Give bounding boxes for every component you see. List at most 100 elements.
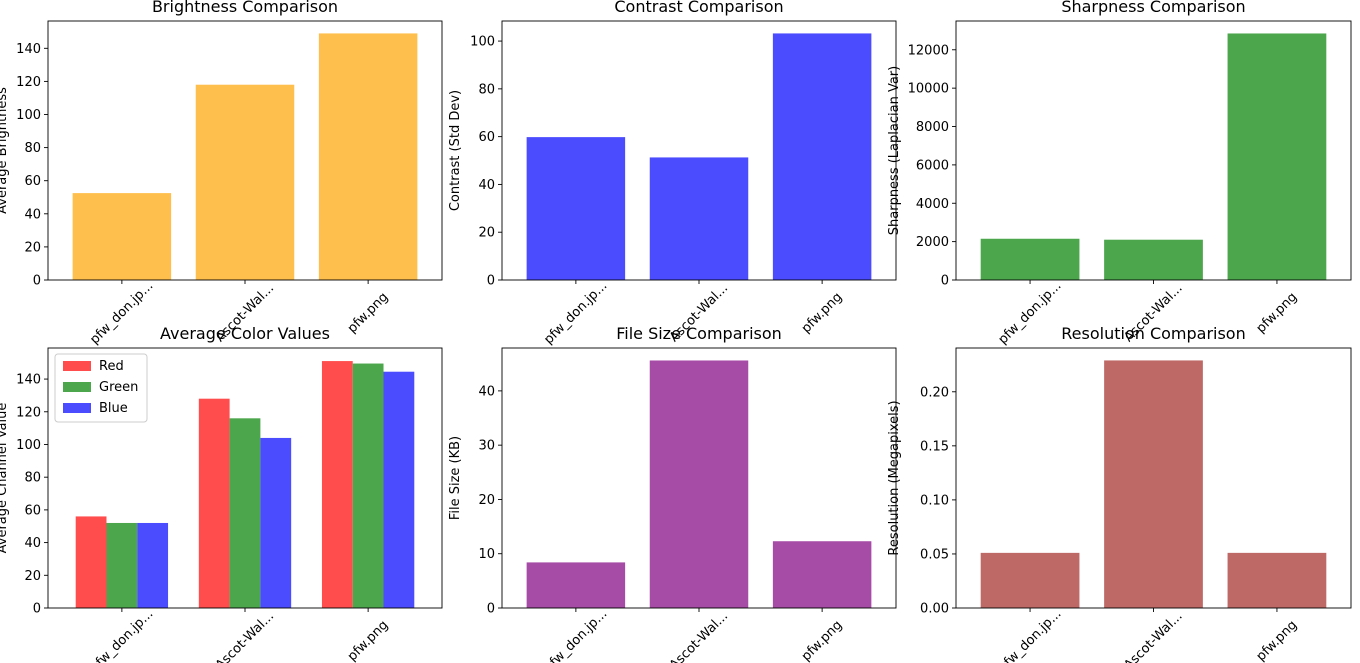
y-tick-label: 12000: [908, 43, 949, 58]
y-tick-label: 80: [24, 141, 41, 156]
bar-blue-1: [137, 522, 169, 608]
bar-2: [1104, 239, 1203, 280]
x-tick-label: Ascot-Wal...: [667, 609, 731, 663]
x-tick-label: pfw_don.jp...: [541, 279, 610, 348]
bar-3: [772, 541, 872, 608]
bar-1: [980, 552, 1080, 608]
y-tick-label: 20: [478, 226, 495, 241]
x-tick-label: pfw.png: [799, 290, 846, 337]
x-tick-label: pfw_don.jp...: [996, 607, 1065, 663]
bar-2: [1104, 360, 1203, 608]
x-tick-label: pfw.png: [345, 290, 392, 337]
y-tick-label: 0: [487, 274, 495, 289]
y-tick-label: 4000: [916, 197, 949, 212]
chart-title: Resolution Comparison: [1061, 324, 1245, 343]
y-tick-label: 60: [24, 503, 41, 518]
y-tick-label: 40: [478, 178, 495, 193]
y-tick-label: 8000: [916, 120, 949, 135]
y-axis-label: Sharpness (Laplacian Var): [887, 66, 902, 235]
chart-title: Sharpness Comparison: [1061, 0, 1245, 16]
legend-label: Green: [99, 380, 138, 395]
subplot-5: 0 10 20 30 40 pfw_don.jp... Ascot-Wal... pfw.pn…: [448, 324, 897, 663]
x-tick-label: Ascot-Wal...: [213, 609, 277, 663]
y-tick-label: 10000: [908, 82, 949, 97]
legend-label: Red: [99, 359, 124, 374]
bar-3: [1227, 33, 1327, 281]
bar-blue-2: [260, 437, 292, 608]
x-tick-label: pfw_don.jp...: [87, 607, 156, 663]
bar-2: [649, 157, 749, 280]
y-tick-label: 30: [478, 439, 495, 454]
x-tick-label: pfw_don.jp...: [541, 607, 610, 663]
bar-2: [649, 360, 749, 608]
y-tick-label: 0.15: [920, 439, 949, 454]
y-axis-label: Resolution (Megapixels): [887, 400, 902, 555]
bar-1: [72, 193, 172, 280]
y-tick-label: 100: [16, 438, 41, 453]
y-tick-label: 100: [16, 108, 41, 123]
y-tick-label: 10: [478, 547, 495, 562]
y-tick-label: 120: [16, 75, 41, 90]
subplot-6: 0.00 0.05 0.10 0.15 0.20 pfw_don.jp... Ascot-W…: [887, 324, 1352, 663]
x-tick-label: pfw.png: [345, 618, 392, 663]
y-tick-label: 20: [24, 240, 41, 255]
chart-title: Contrast Comparison: [614, 0, 783, 16]
y-tick-label: 120: [16, 405, 41, 420]
y-tick-label: 0: [487, 602, 495, 617]
y-tick-label: 0.20: [920, 385, 949, 400]
y-tick-label: 100: [470, 35, 495, 50]
y-tick-label: 80: [478, 82, 495, 97]
x-tick-label: pfw.png: [799, 618, 846, 663]
y-tick-label: 60: [24, 174, 41, 189]
bar-green-2: [229, 418, 261, 608]
legend-swatch-blue: [63, 403, 91, 413]
bar-3: [1227, 552, 1327, 608]
y-tick-label: 80: [24, 471, 41, 486]
y-tick-label: 0: [33, 602, 41, 617]
bar-red-3: [321, 361, 353, 608]
bar-red-2: [198, 398, 230, 608]
bar-1: [526, 137, 626, 280]
y-tick-label: 60: [478, 130, 495, 145]
y-tick-label: 140: [16, 373, 41, 388]
bar-red-1: [75, 516, 107, 608]
y-axis-label: Contrast (Std Dev): [448, 90, 463, 211]
x-tick-label: pfw.png: [1254, 618, 1301, 663]
bar-green-3: [352, 363, 384, 608]
x-tick-label: pfw.png: [1254, 290, 1301, 337]
x-tick-label: pfw_don.jp...: [87, 279, 156, 348]
y-tick-label: 20: [478, 493, 495, 508]
y-tick-label: 0.00: [920, 602, 949, 617]
legend-swatch-green: [63, 382, 91, 392]
legend: Red Green Blue: [54, 353, 148, 423]
y-axis-label: Average Channel Value: [0, 403, 10, 554]
y-tick-label: 0.05: [920, 547, 949, 562]
subplot-4: 0 20 40 60 80 100 120 140 pfw_don.jp... Ascot-Wal…: [0, 324, 443, 663]
y-tick-label: 20: [24, 569, 41, 584]
y-tick-label: 2000: [916, 235, 949, 250]
bar-2: [195, 84, 295, 280]
y-tick-label: 0: [941, 274, 949, 289]
x-tick-label: Ascot-Wal...: [1121, 609, 1185, 663]
y-tick-label: 40: [478, 384, 495, 399]
chart-title: Average Color Values: [160, 324, 330, 343]
y-tick-label: 140: [16, 42, 41, 57]
bar-3: [772, 33, 872, 281]
y-tick-label: 0.10: [920, 493, 949, 508]
chart-title: File Size Comparison: [616, 324, 782, 343]
y-tick-label: 6000: [916, 158, 949, 173]
bar-green-1: [106, 522, 138, 608]
x-tick-label: pfw_don.jp...: [996, 279, 1065, 348]
y-axis-label: Average Brightness: [0, 87, 10, 214]
bar-blue-3: [383, 371, 415, 608]
y-axis-label: File Size (KB): [448, 436, 463, 520]
legend-label: Blue: [99, 401, 128, 416]
chart-title: Brightness Comparison: [152, 0, 338, 16]
legend-swatch-red: [63, 361, 91, 371]
y-tick-label: 0: [33, 274, 41, 289]
bar-1: [980, 238, 1080, 280]
y-tick-label: 40: [24, 207, 41, 222]
